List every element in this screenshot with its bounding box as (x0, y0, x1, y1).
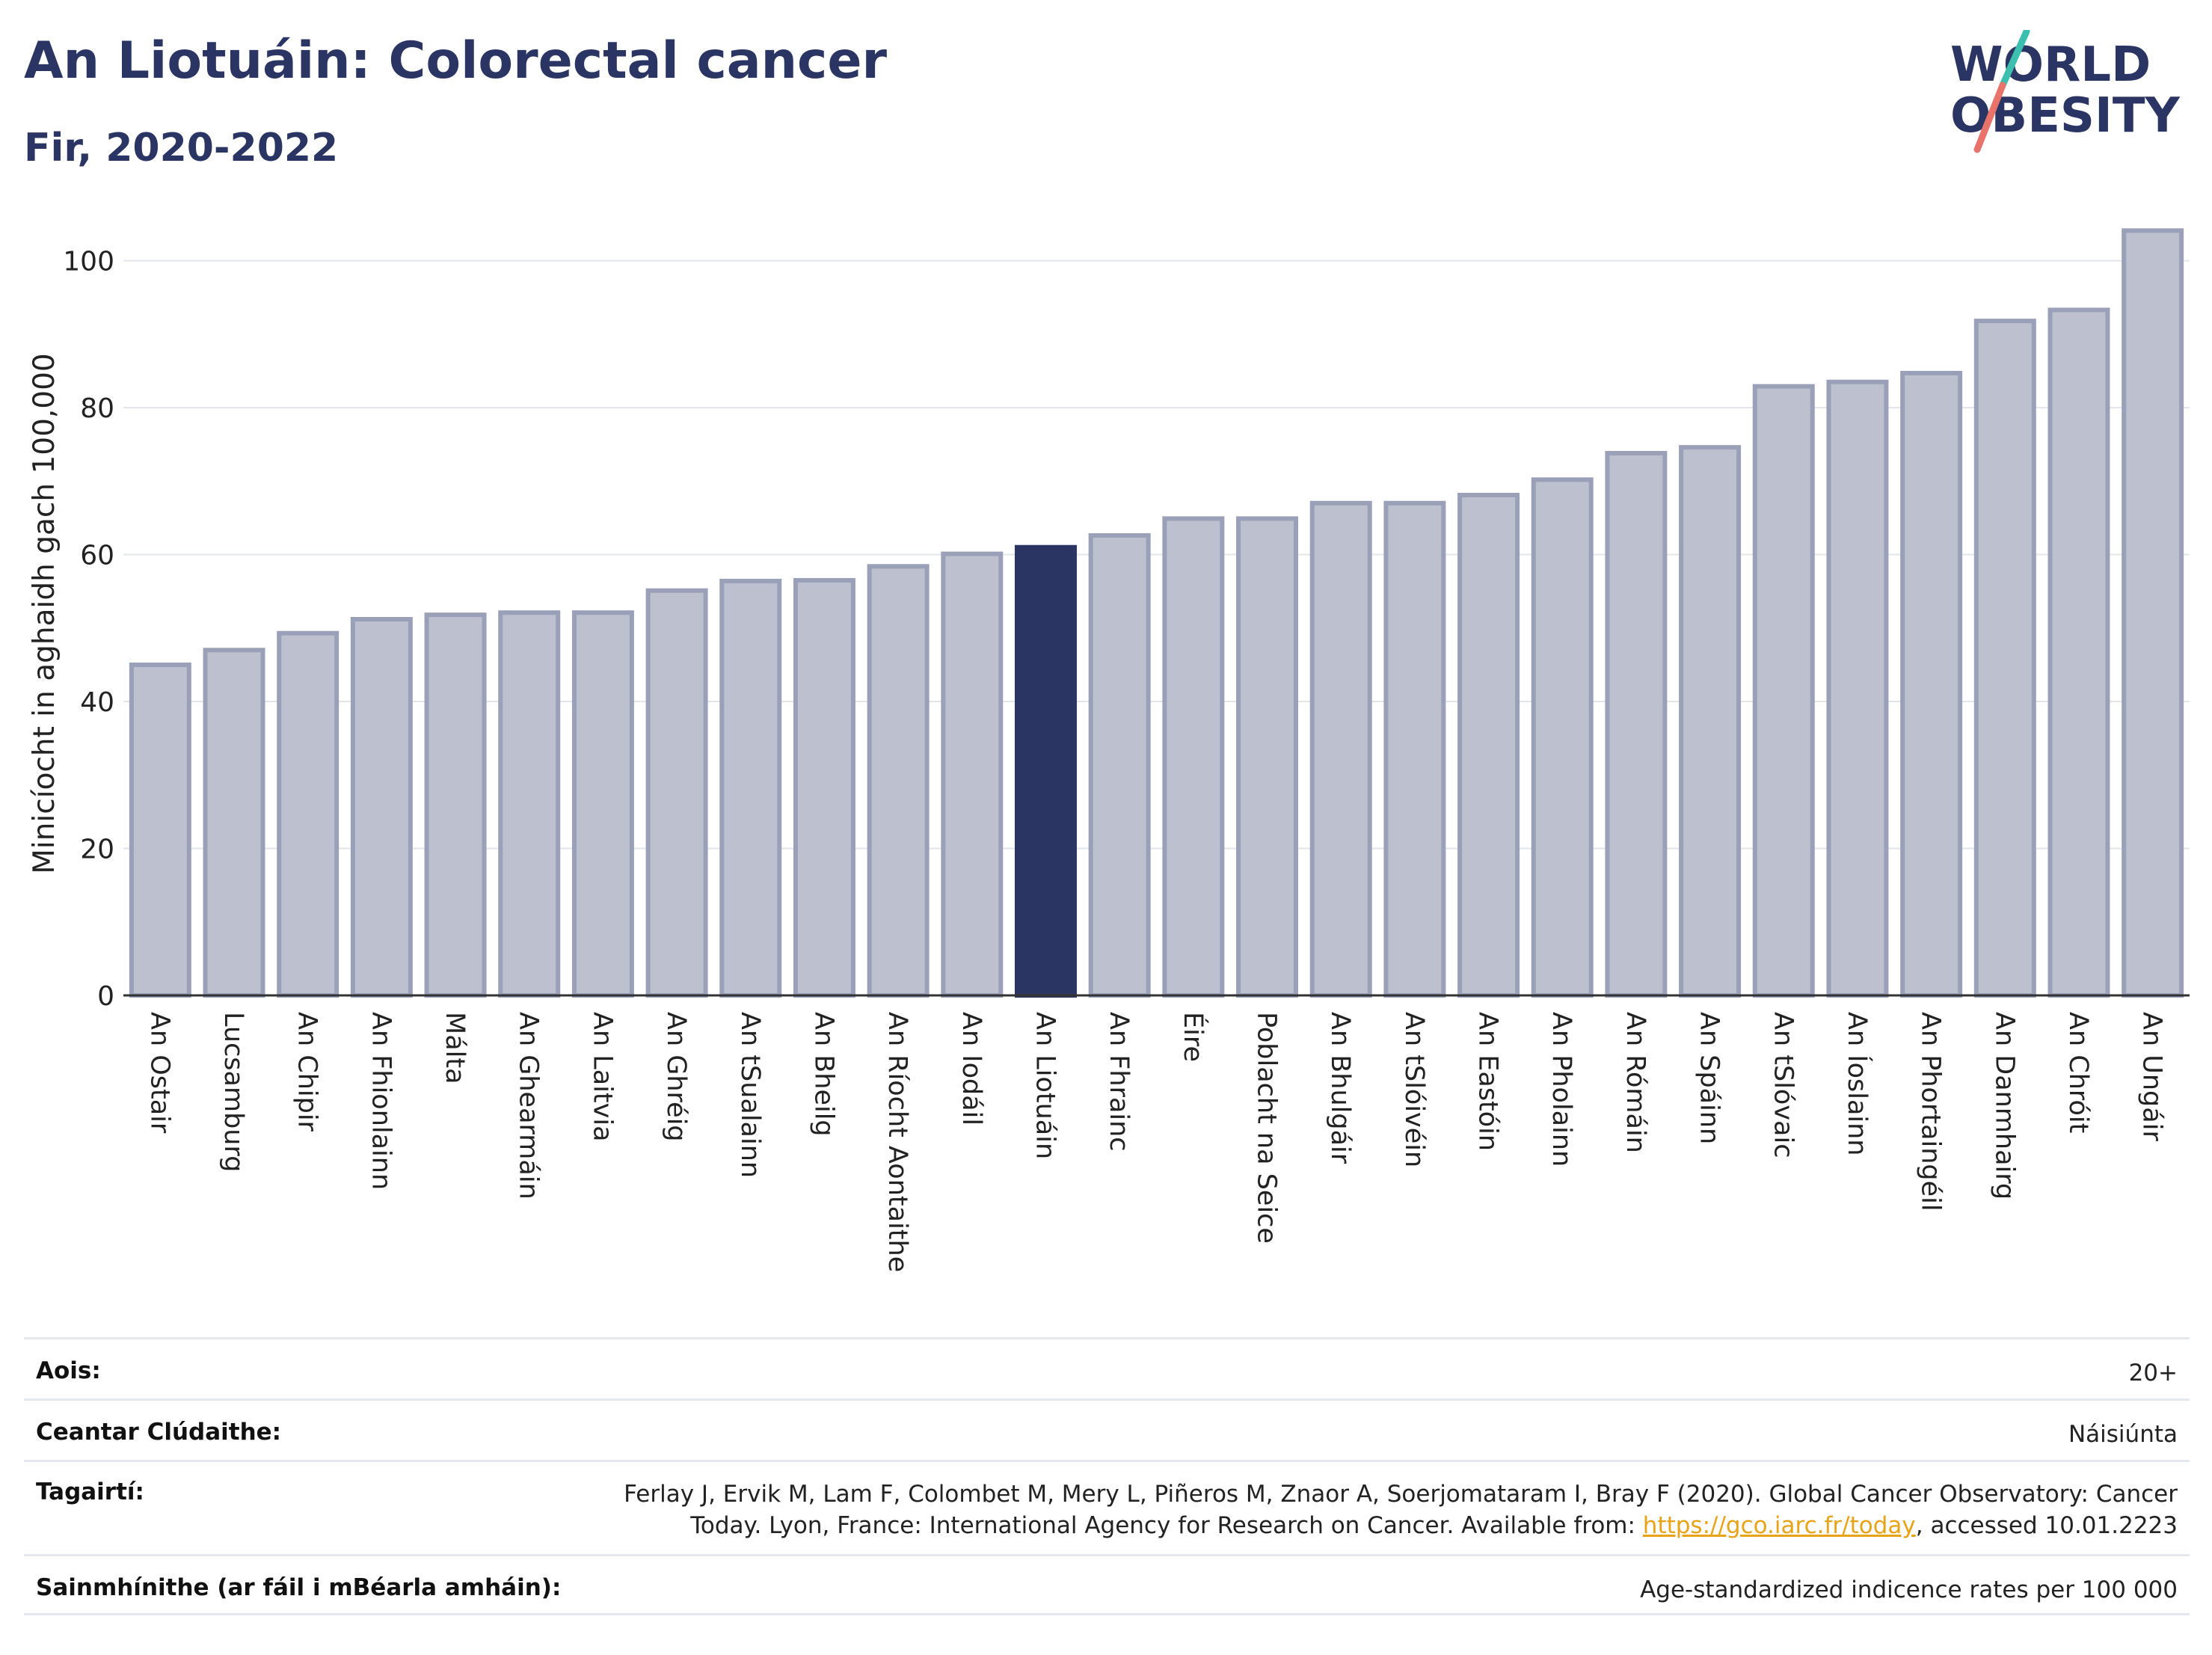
x-tick-label: An Íoslainn (1842, 1012, 1873, 1155)
x-tick-label: An Pholainn (1546, 1012, 1576, 1167)
age-label: Aois: (36, 1357, 101, 1384)
x-tick-label: An Rómáin (1620, 1012, 1650, 1153)
bar (1605, 450, 1668, 998)
x-tick-label: An Ghréig (661, 1012, 691, 1142)
logo-line1: WORLD (1950, 37, 2151, 93)
page-title: An Liotuáin: Colorectal cancer (24, 31, 888, 90)
bar (1309, 500, 1372, 998)
bar (1531, 477, 1594, 998)
y-tick-label: 40 (80, 687, 114, 718)
bar (1383, 500, 1446, 998)
x-tick-label: Lucsamburg (218, 1012, 248, 1172)
bar (2122, 228, 2184, 998)
references-link[interactable]: https://gco.iarc.fr/today (1642, 1512, 1916, 1539)
x-tick-label: An tSlóivéin (1399, 1012, 1429, 1167)
bar (1088, 533, 1151, 998)
x-tick-label: An Ríocht Aontaithe (882, 1012, 912, 1272)
bar (1679, 445, 1742, 998)
info-row-age: Aois: 20+ (24, 1337, 2190, 1398)
x-tick-label: An Spáinn (1695, 1012, 1724, 1144)
x-tick-label: An Fhrainc (1104, 1012, 1134, 1152)
bar (498, 610, 561, 998)
bar (1900, 370, 1963, 998)
world-obesity-logo: WORLD OBESITY (1950, 30, 2180, 153)
references-accessed: , accessed 10.01.2223 (1915, 1512, 2178, 1539)
bar (1457, 492, 1520, 998)
x-tick-label: An Chipir (292, 1012, 322, 1132)
coverage-value: Náisiúnta (2068, 1421, 2178, 1448)
x-tick-label: An Ungáir (2137, 1012, 2167, 1141)
bar-chart: 0 20 40 60 80 100 Minicíocht in aghaidh gach 1… (28, 228, 2190, 1272)
x-tick-label: An Liotuáin (1030, 1012, 1060, 1159)
info-row-definitions: Sainmhínithe (ar fáil i mBéarla amháin):… (24, 1554, 2190, 1615)
x-tick-label: An Fhionlainn (366, 1012, 396, 1190)
bar (1973, 319, 2036, 998)
bar (1236, 516, 1299, 998)
references-line1: Ferlay J, Ervik M, Lam F, Colombet M, Me… (624, 1481, 2178, 1508)
x-tick-label: An Eastóin (1473, 1012, 1503, 1151)
coverage-label: Ceantar Clúdaithe: (36, 1419, 282, 1446)
bar (941, 551, 1004, 998)
bar (277, 630, 340, 998)
info-table: Aois: 20+ Ceantar Clúdaithe: Náisiúnta T… (24, 1337, 2190, 1615)
bar (203, 648, 265, 998)
definitions-label: Sainmhínithe (ar fáil i mBéarla amháin): (36, 1574, 562, 1601)
x-tick-label: Éire (1178, 1012, 1209, 1062)
bar (1752, 384, 1815, 998)
definitions-value: Age-standardized indicence rates per 100… (1640, 1576, 2178, 1603)
x-tick-label: An Laitvia (587, 1012, 617, 1142)
x-tick-label: An Iodáil (956, 1012, 986, 1126)
x-tick-label: An tSlóvaic (1768, 1012, 1798, 1158)
bar (719, 578, 782, 998)
x-tick-label: An Chróit (2063, 1012, 2093, 1133)
bar (350, 617, 413, 998)
references-line2: Today. Lyon, France: International Agenc… (690, 1512, 1643, 1539)
x-tick-label: Poblacht na Seice (1252, 1012, 1282, 1244)
bar (2047, 307, 2110, 998)
x-tick-label: An Ostair (144, 1012, 174, 1134)
bar (424, 612, 487, 998)
bar (793, 577, 855, 998)
y-tick-label: 60 (80, 541, 114, 571)
y-axis-label: Minicíocht in aghaidh gach 100,000 (28, 353, 61, 873)
x-tick-label: Málta (440, 1012, 470, 1084)
bar (1826, 379, 1889, 998)
age-value: 20+ (2128, 1360, 2178, 1387)
x-tick-label: An Ghearmáin (514, 1012, 544, 1200)
info-row-references: Tagairtí: Ferlay J, Ervik M, Lam F, Colo… (24, 1460, 2190, 1554)
x-tick-label: An Bhulgáir (1325, 1012, 1355, 1164)
x-tick-label: An tSualainn (735, 1012, 765, 1178)
bar (645, 588, 708, 998)
y-tick-label: 80 (80, 393, 114, 424)
x-tick-label: An Bheilg (808, 1012, 838, 1137)
y-tick-label: 20 (80, 835, 114, 865)
bar (867, 564, 930, 998)
page-subtitle: Fir, 2020-2022 (24, 126, 339, 171)
info-row-coverage: Ceantar Clúdaithe: Náisiúnta (24, 1398, 2190, 1460)
x-tick-label: An Phortaingéil (1916, 1012, 1946, 1212)
y-tick-label: 100 (63, 247, 114, 277)
references-value: Ferlay J, Ervik M, Lam F, Colombet M, Me… (624, 1479, 2178, 1541)
bar (129, 662, 191, 998)
bar (571, 610, 634, 998)
bar (1014, 544, 1077, 998)
x-tick-label: An Danmhairg (1989, 1012, 2019, 1200)
bar (1162, 516, 1225, 998)
y-tick-label: 0 (97, 981, 114, 1012)
references-label: Tagairtí: (36, 1479, 144, 1505)
